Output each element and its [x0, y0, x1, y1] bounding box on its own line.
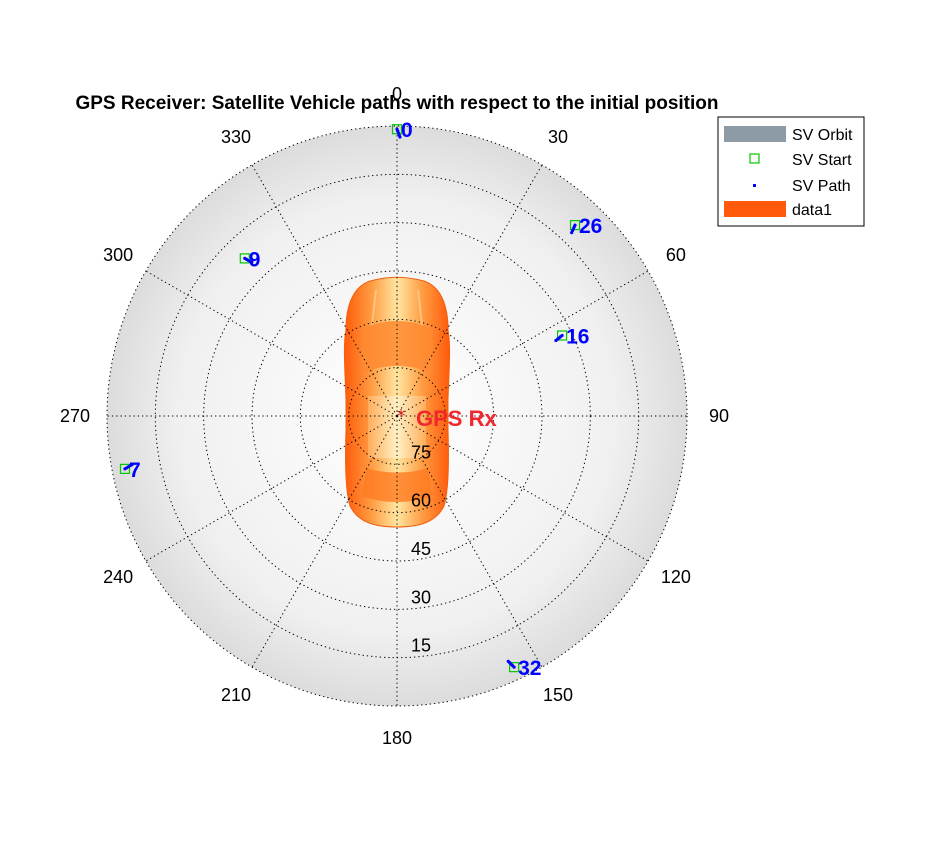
sv-label-26: 26 — [579, 215, 602, 238]
sv-path-32 — [506, 659, 516, 669]
azimuth-tick-0: 0 — [392, 84, 402, 104]
grid-ring-45 — [251, 270, 543, 562]
grid-ring-0 — [106, 125, 688, 707]
satellite-0: 0 — [391, 119, 413, 142]
sv-start-26 — [569, 220, 581, 231]
gps-receiver: * GPS Rx — [397, 406, 498, 431]
sv-path-16 — [554, 333, 564, 343]
sv-path-7 — [123, 463, 134, 471]
sv-start-9 — [239, 253, 250, 264]
azimuth-tick-30: 30 — [548, 127, 568, 147]
receiver-marker: * — [397, 406, 406, 427]
sv-label-7: 7 — [129, 459, 141, 482]
grid-spoke-210 — [251, 415, 398, 668]
legend-swatch-data1 — [724, 201, 786, 217]
sv-path-point — [398, 135, 402, 139]
grid-spoke-60 — [396, 270, 649, 417]
legend-swatch-sv-orbit — [724, 126, 786, 142]
elevation-tick-15: 15 — [411, 636, 431, 656]
grid-ring-30 — [203, 222, 591, 610]
elevation-tick-30: 30 — [411, 587, 431, 607]
sv-path-26 — [570, 223, 577, 235]
sv-label-0: 0 — [401, 119, 413, 142]
elevation-tick-labels: 15 30 45 60 75 — [411, 442, 431, 655]
satellite-32: 32 — [506, 657, 541, 680]
legend-swatch-sv-start — [749, 153, 760, 164]
satellites: 0 26 16 9 7 32 — [119, 119, 602, 680]
sv-path-point — [130, 463, 134, 467]
sv-start-0 — [391, 124, 403, 135]
legend-label-sv-path: SV Path — [792, 178, 851, 195]
legend-label-data1: data1 — [792, 202, 832, 219]
grid-spoke-150 — [396, 415, 543, 668]
sv-label-9: 9 — [249, 248, 261, 271]
legend-label-sv-start: SV Start — [792, 152, 852, 169]
azimuth-tick-270: 270 — [60, 406, 90, 426]
grid-spoke-120 — [396, 415, 649, 562]
azimuth-tick-150: 150 — [543, 685, 573, 705]
elevation-tick-75: 75 — [411, 442, 431, 462]
satellite-16: 16 — [554, 325, 589, 348]
sv-path-point — [506, 659, 510, 663]
elevation-tick-60: 60 — [411, 491, 431, 511]
grid-spoke-30 — [396, 164, 543, 417]
grid-spoke-330 — [251, 164, 398, 417]
azimuth-tick-240: 240 — [103, 567, 133, 587]
sv-start-7 — [119, 463, 131, 474]
legend: SV Orbit SV Start SV Path data1 — [717, 116, 865, 227]
sv-path-point — [250, 260, 254, 265]
satellite-7: 7 — [119, 459, 141, 482]
sv-path-0 — [395, 127, 402, 139]
legend-swatch-sv-path — [753, 184, 756, 187]
satellite-9: 9 — [239, 248, 261, 271]
sv-start-32 — [509, 662, 520, 673]
grid-spoke-240 — [145, 415, 398, 562]
chart-title: GPS Receiver: Satellite Vehicle paths wi… — [75, 93, 718, 114]
sv-label-32: 32 — [518, 657, 541, 680]
azimuth-tick-60: 60 — [666, 245, 686, 265]
sv-path-point — [570, 230, 574, 235]
azimuth-tick-180: 180 — [382, 728, 412, 748]
sv-path-9 — [243, 256, 254, 265]
receiver-label: GPS Rx — [416, 406, 497, 431]
azimuth-tick-300: 300 — [103, 245, 133, 265]
satellite-26: 26 — [569, 215, 602, 238]
azimuth-tick-120: 120 — [661, 567, 691, 587]
elevation-tick-45: 45 — [411, 539, 431, 559]
azimuth-tick-210: 210 — [221, 685, 251, 705]
grid-ring-60 — [299, 318, 495, 514]
legend-label-sv-orbit: SV Orbit — [792, 127, 853, 144]
azimuth-tick-90: 90 — [709, 406, 729, 426]
sv-path-point — [554, 338, 558, 343]
grid-spoke-300 — [145, 270, 398, 417]
sv-start-16 — [556, 330, 568, 341]
sv-label-16: 16 — [566, 325, 589, 348]
polar-grid — [106, 125, 688, 707]
azimuth-tick-330: 330 — [221, 127, 251, 147]
